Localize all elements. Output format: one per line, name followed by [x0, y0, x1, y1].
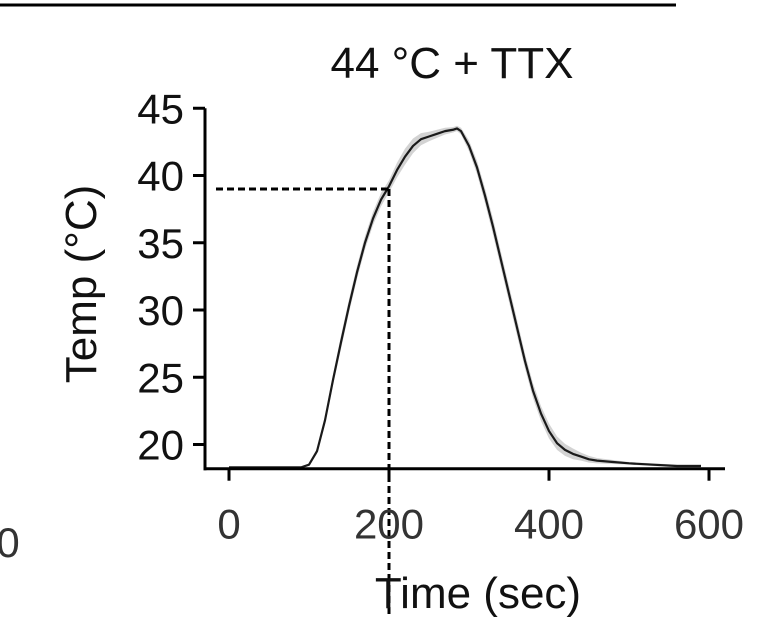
y-tick-label: 20 [137, 422, 184, 469]
x-tick-label: 400 [514, 501, 584, 548]
y-tick-label: 35 [137, 220, 184, 267]
x-tick-label: 600 [674, 501, 744, 548]
x-tick-label: 0 [217, 501, 240, 548]
y-tick-label: 40 [137, 153, 184, 200]
chart-title: 44 °C + TTX [331, 39, 574, 88]
plot-area [216, 125, 701, 617]
cut-off-tick-label: 0 [0, 519, 20, 566]
y-tick-label: 45 [137, 85, 184, 132]
x-tick-label: 200 [354, 501, 424, 548]
x-axis-label: Time (sec) [375, 569, 581, 617]
axes: 20 25 30 35 40 45 0 200 400 600 [137, 85, 744, 547]
y-tick-label: 25 [137, 354, 184, 401]
y-tick-label: 30 [137, 287, 184, 334]
y-axis-label: Temp (°C) [57, 185, 106, 384]
confidence-band [229, 125, 701, 469]
series-line-temp [229, 127, 701, 469]
